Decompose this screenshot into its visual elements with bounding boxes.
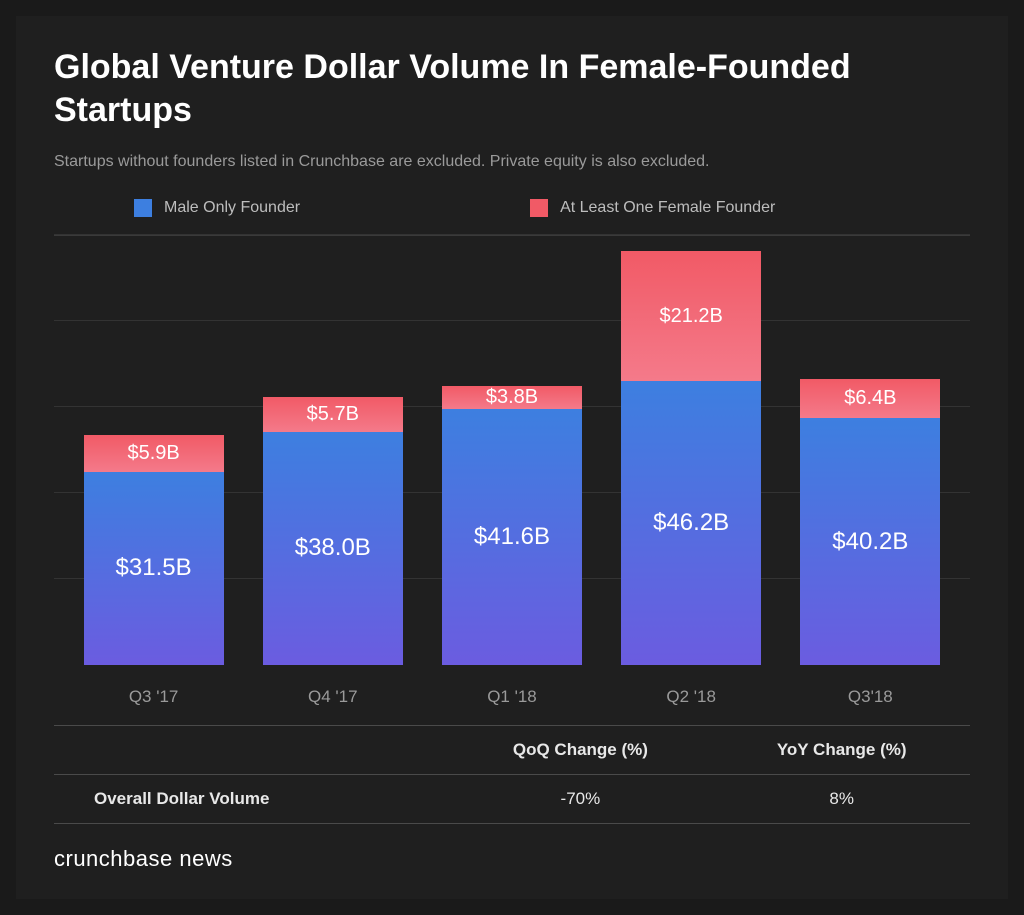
xaxis-label: Q3'18 (800, 687, 940, 707)
legend-item-male: Male Only Founder (134, 199, 300, 217)
table-cell-yoy: 8% (713, 775, 970, 824)
table-header-qoq: QoQ Change (%) (447, 726, 713, 775)
bar-segment-male: $46.2B (621, 381, 761, 665)
footer-brand: crunchbase news (54, 846, 970, 872)
table-cell-label: Overall Dollar Volume (54, 775, 447, 824)
bar-group: $5.9B$31.5B (84, 435, 224, 665)
bar-segment-male: $41.6B (442, 409, 582, 665)
legend-label-female: At Least One Female Founder (560, 199, 775, 217)
bars-container: $5.9B$31.5B$5.7B$38.0B$3.8B$41.6B$21.2B$… (54, 236, 970, 665)
table-cell-qoq: -70% (447, 775, 713, 824)
bar-group: $6.4B$40.2B (800, 379, 940, 665)
table-header-row: QoQ Change (%) YoY Change (%) (54, 726, 970, 775)
bar-segment-male: $38.0B (263, 432, 403, 665)
bar-segment-female: $3.8B (442, 386, 582, 409)
xaxis-label: Q4 '17 (263, 687, 403, 707)
legend: Male Only Founder At Least One Female Fo… (54, 199, 970, 217)
xaxis-label: Q3 '17 (84, 687, 224, 707)
table-header-blank (54, 726, 447, 775)
legend-item-female: At Least One Female Founder (530, 199, 775, 217)
bar-segment-female: $21.2B (621, 251, 761, 381)
chart-title: Global Venture Dollar Volume In Female-F… (54, 46, 970, 131)
chart-plot-area: $5.9B$31.5B$5.7B$38.0B$3.8B$41.6B$21.2B$… (54, 235, 970, 665)
xaxis-label: Q1 '18 (442, 687, 582, 707)
bar-group: $21.2B$46.2B (621, 251, 761, 665)
legend-swatch-female (530, 199, 548, 217)
bar-group: $5.7B$38.0B (263, 397, 403, 665)
legend-label-male: Male Only Founder (164, 199, 300, 217)
bar-segment-female: $5.9B (84, 435, 224, 471)
table-row: Overall Dollar Volume -70% 8% (54, 775, 970, 824)
legend-swatch-male (134, 199, 152, 217)
gridline (54, 234, 970, 235)
bar-group: $3.8B$41.6B (442, 386, 582, 665)
summary-table: QoQ Change (%) YoY Change (%) Overall Do… (54, 725, 970, 824)
x-axis: Q3 '17 Q4 '17 Q1 '18 Q2 '18 Q3'18 (54, 673, 970, 707)
bar-segment-male: $40.2B (800, 418, 940, 665)
bar-segment-male: $31.5B (84, 472, 224, 666)
bar-segment-female: $5.7B (263, 397, 403, 432)
chart-subtitle: Startups without founders listed in Crun… (54, 153, 970, 171)
xaxis-label: Q2 '18 (621, 687, 761, 707)
chart-panel: Global Venture Dollar Volume In Female-F… (16, 16, 1008, 899)
bar-segment-female: $6.4B (800, 379, 940, 418)
table-header-yoy: YoY Change (%) (713, 726, 970, 775)
